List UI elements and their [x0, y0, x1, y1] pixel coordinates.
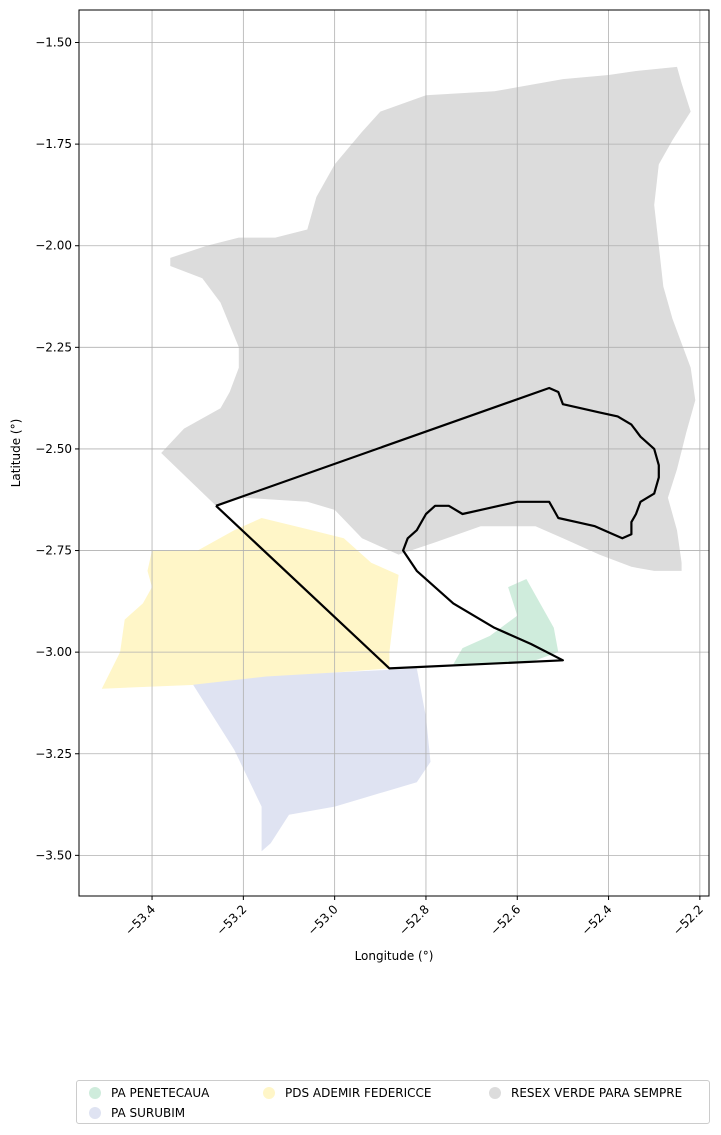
legend-marker-icon: [263, 1087, 275, 1099]
region-pa-penetecaua: [453, 579, 559, 665]
x-tick-label: −52.6: [487, 902, 523, 938]
legend: PA PENETECAUA PDS ADEMIR FEDERICCE RESEX…: [76, 1080, 710, 1124]
y-tick-label: −2.50: [35, 442, 72, 456]
y-tick-label: −3.50: [35, 848, 72, 862]
x-axis-label: Longitude (°): [355, 949, 434, 963]
y-tick-label: −2.75: [35, 544, 72, 558]
y-axis-label: Latitude (°): [9, 419, 23, 488]
y-tick-label: −2.00: [35, 239, 72, 253]
study-area-boundary: [215, 386, 660, 670]
region-resex-verde-para-sempre: [161, 66, 696, 571]
region-pds-ademir-federicce: [101, 518, 399, 689]
grid-layer: [79, 10, 709, 896]
legend-label: PA PENETECAUA: [111, 1086, 210, 1100]
legend-label: PDS ADEMIR FEDERICCE: [285, 1086, 432, 1100]
region-pa-surubim: [193, 668, 431, 852]
region-layer: [101, 66, 696, 852]
x-tick-label: −52.4: [579, 902, 615, 938]
legend-marker-icon: [89, 1107, 101, 1119]
y-tick-label: −1.50: [35, 36, 72, 50]
plot-frame: [78, 9, 710, 897]
x-tick-label: −52.2: [670, 902, 706, 938]
legend-marker-icon: [89, 1087, 101, 1099]
y-tick-label: −1.75: [35, 137, 72, 151]
legend-label: RESEX VERDE PARA SEMPRE: [511, 1086, 683, 1100]
x-tick-label: −53.4: [122, 902, 158, 938]
legend-item-resex: RESEX VERDE PARA SEMPRE: [489, 1086, 682, 1100]
y-tick-label: −3.25: [35, 747, 72, 761]
boundary-layer: [215, 386, 660, 670]
legend-label: PA SURUBIM: [111, 1106, 186, 1120]
legend-item-penetecaua: PA PENETECAUA: [89, 1086, 209, 1100]
y-tick-label: −3.00: [35, 645, 72, 659]
x-tick-label: −52.8: [396, 902, 432, 938]
legend-item-ademir-federicce: PDS ADEMIR FEDERICCE: [263, 1086, 432, 1100]
legend-marker-icon: [489, 1087, 501, 1099]
y-tick-label: −2.25: [35, 340, 72, 354]
x-tick-label: −53.0: [305, 902, 341, 938]
legend-item-surubim: PA SURUBIM: [89, 1106, 185, 1120]
x-tick-label: −53.2: [214, 902, 250, 938]
